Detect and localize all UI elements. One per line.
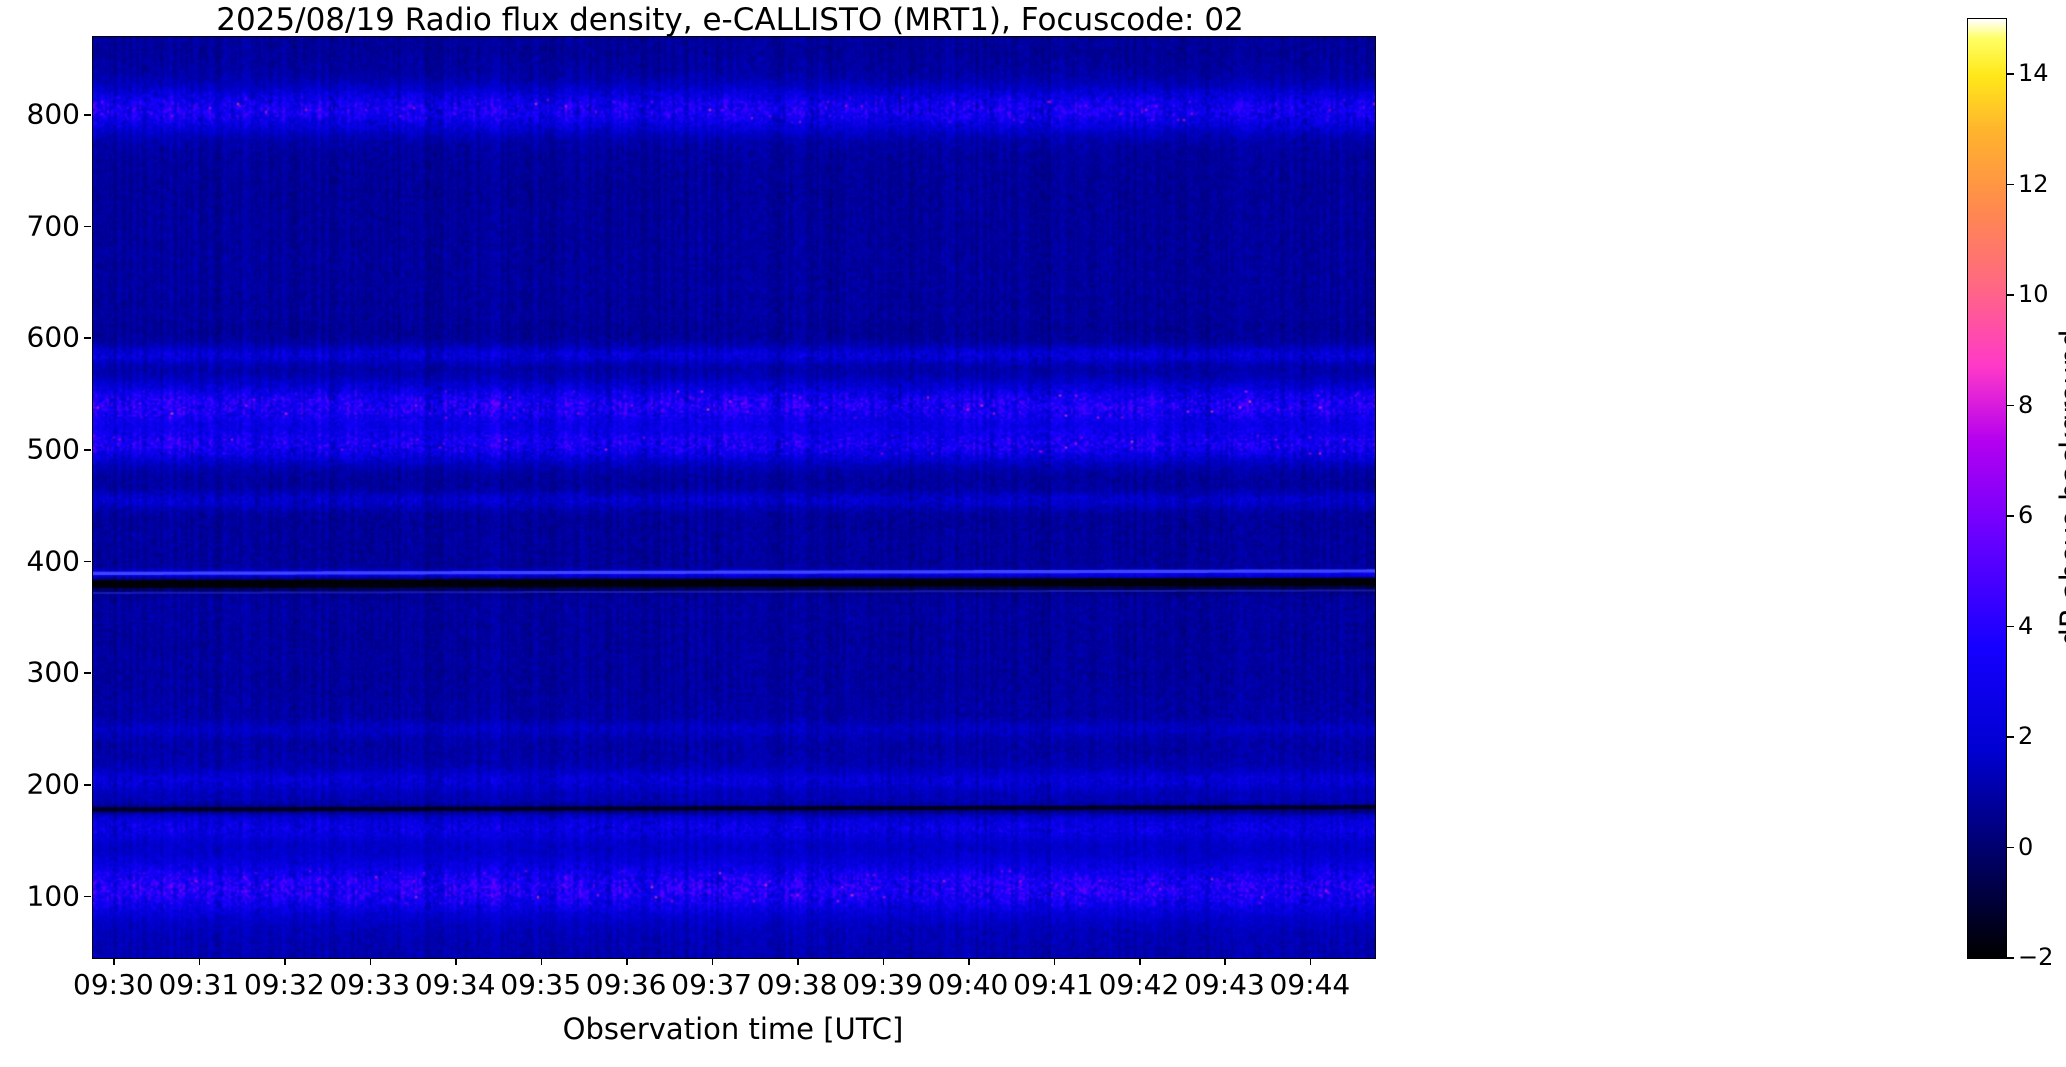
colorbar-tick-mark <box>2007 515 2014 517</box>
colorbar-tick-label: 10 <box>2018 280 2049 309</box>
colorbar-label: dB above background <box>2054 329 2066 647</box>
y-tick-mark <box>84 449 91 451</box>
y-tick-mark <box>84 672 91 674</box>
x-tick-label: 09:42 <box>1098 968 1180 1001</box>
x-axis-label: Observation time [UTC] <box>562 1012 904 1046</box>
spectrogram-axes[interactable] <box>92 36 1376 959</box>
x-tick-label: 09:36 <box>585 968 667 1001</box>
x-tick-label: 09:34 <box>414 968 496 1001</box>
x-tick-mark <box>113 958 115 965</box>
x-tick-mark <box>540 958 543 965</box>
x-tick-label: 09:40 <box>927 968 1009 1001</box>
x-tick-mark <box>284 958 286 965</box>
colorbar-tick-label: 2 <box>2018 722 2034 751</box>
x-tick-label: 09:31 <box>158 968 240 1001</box>
x-tick-mark <box>882 958 885 965</box>
colorbar-tick-label: −2 <box>2018 943 2054 971</box>
page-title: 2025/08/19 Radio flux density, e-CALLIST… <box>216 2 1244 38</box>
colorbar-tick-mark <box>2007 736 2014 738</box>
colorbar-tick-label: 8 <box>2018 390 2034 419</box>
colorbar-tick-label: 0 <box>2018 832 2034 861</box>
x-tick-label: 09:44 <box>1269 968 1351 1001</box>
x-tick-mark <box>797 958 799 965</box>
colorbar-tick-mark <box>2007 846 2014 849</box>
x-tick-mark <box>369 958 372 965</box>
x-tick-label: 09:37 <box>671 968 752 1001</box>
colorbar-tick-label: 6 <box>2018 501 2034 530</box>
x-tick-label: 09:35 <box>500 968 582 1001</box>
colorbar-tick-mark <box>2007 404 2014 407</box>
y-tick-mark <box>84 337 91 339</box>
y-tick-label: 600 <box>26 320 80 354</box>
y-tick-label: 500 <box>26 432 80 466</box>
y-tick-label: 200 <box>26 767 80 801</box>
x-tick-label: 09:43 <box>1184 968 1265 1001</box>
y-tick-label: 700 <box>26 209 80 243</box>
x-tick-label: 09:41 <box>1013 968 1094 1001</box>
dynamic-spectrum-image[interactable] <box>93 37 1375 958</box>
x-tick-label: 09:32 <box>243 968 325 1001</box>
y-tick-label: 800 <box>26 97 80 131</box>
colorbar-gradient <box>1968 19 2006 958</box>
y-tick-label: 300 <box>26 655 80 689</box>
x-tick-label: 09:38 <box>756 968 838 1001</box>
colorbar-tick-mark <box>2007 294 2014 296</box>
y-tick-label: 100 <box>26 879 80 913</box>
x-tick-mark <box>968 958 970 965</box>
x-tick-label: 09:30 <box>73 968 154 1001</box>
x-tick-mark <box>711 958 714 965</box>
colorbar-tick-mark <box>2007 957 2014 959</box>
colorbar-tick-mark <box>2007 73 2014 75</box>
x-tick-mark <box>1138 958 1141 965</box>
y-tick-mark <box>84 895 91 898</box>
y-tick-label: 400 <box>26 544 80 578</box>
x-tick-mark <box>198 958 201 965</box>
colorbar-tick-mark <box>2007 625 2014 628</box>
colorbar[interactable] <box>1967 18 2007 959</box>
y-tick-mark <box>84 114 91 116</box>
y-tick-mark <box>84 783 91 786</box>
y-tick-mark <box>84 560 91 563</box>
x-tick-label: 09:33 <box>329 968 411 1001</box>
colorbar-tick-label: 14 <box>2018 59 2049 88</box>
colorbar-tick-label: 12 <box>2018 169 2049 198</box>
x-tick-mark <box>455 958 457 965</box>
colorbar-tick-label: 4 <box>2018 611 2034 640</box>
x-tick-mark <box>626 958 628 965</box>
colorbar-tick-mark <box>2007 183 2014 186</box>
x-tick-mark <box>1224 958 1227 965</box>
y-tick-mark <box>84 225 91 228</box>
x-tick-mark <box>1309 958 1312 965</box>
x-tick-mark <box>1053 958 1056 965</box>
x-tick-label: 09:39 <box>842 968 923 1001</box>
y-axis-label: Frequency [MHz] <box>0 278 1 522</box>
